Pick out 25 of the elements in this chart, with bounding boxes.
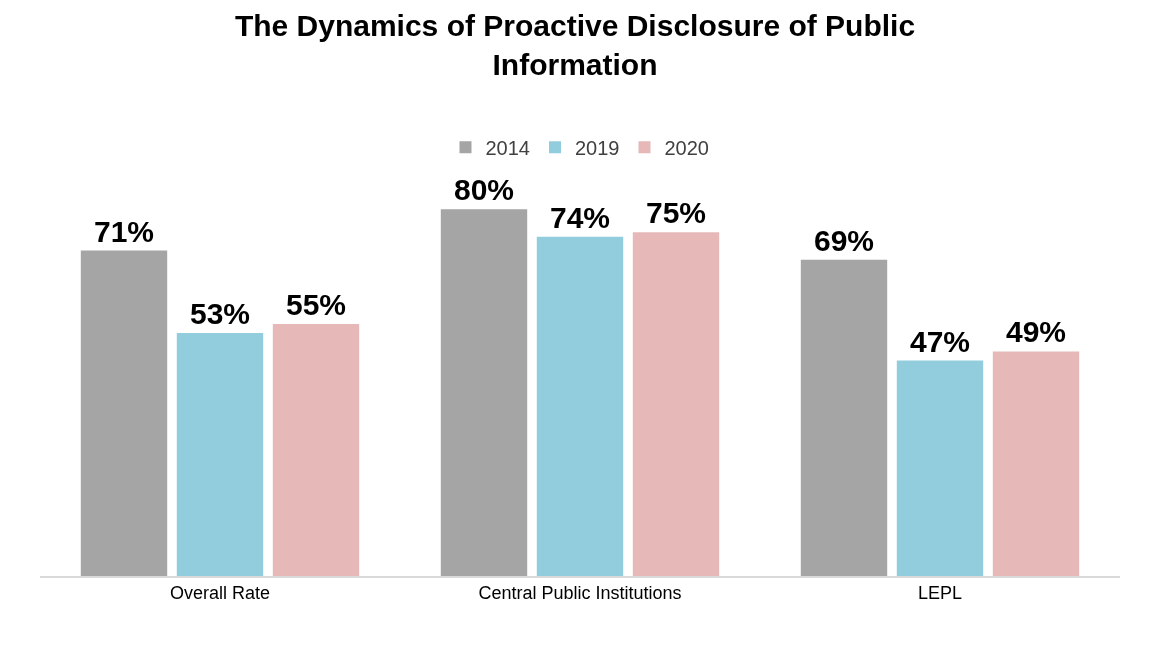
- bar: [80, 250, 168, 576]
- x-tick-label: Overall Rate: [169, 583, 271, 604]
- bar: [992, 351, 1080, 576]
- chart-title: The Dynamics of Proactive Disclosure of Public Information: [234, 9, 916, 81]
- x-tick-label: LEPL: [917, 583, 963, 604]
- bar: [272, 323, 360, 576]
- data-label: 53%: [189, 297, 251, 331]
- data-label: 69%: [813, 223, 875, 257]
- data-label: 74%: [549, 200, 611, 234]
- x-tick-label: Central Public Institutions: [478, 583, 682, 604]
- bar: [632, 232, 720, 576]
- data-label: 75%: [645, 196, 707, 230]
- legend-label: 2014: [485, 137, 530, 160]
- data-label: 55%: [285, 287, 347, 321]
- bar: [536, 236, 624, 576]
- data-label: 47%: [909, 324, 971, 358]
- legend-label: 2019: [575, 137, 620, 160]
- data-label: 71%: [93, 214, 155, 248]
- bar: [800, 259, 888, 576]
- bar: [176, 333, 264, 576]
- bar: [440, 209, 528, 576]
- data-label: 80%: [453, 173, 515, 207]
- legend-label: 2020: [664, 137, 709, 160]
- bar: [896, 360, 984, 576]
- data-label: 49%: [1005, 315, 1067, 349]
